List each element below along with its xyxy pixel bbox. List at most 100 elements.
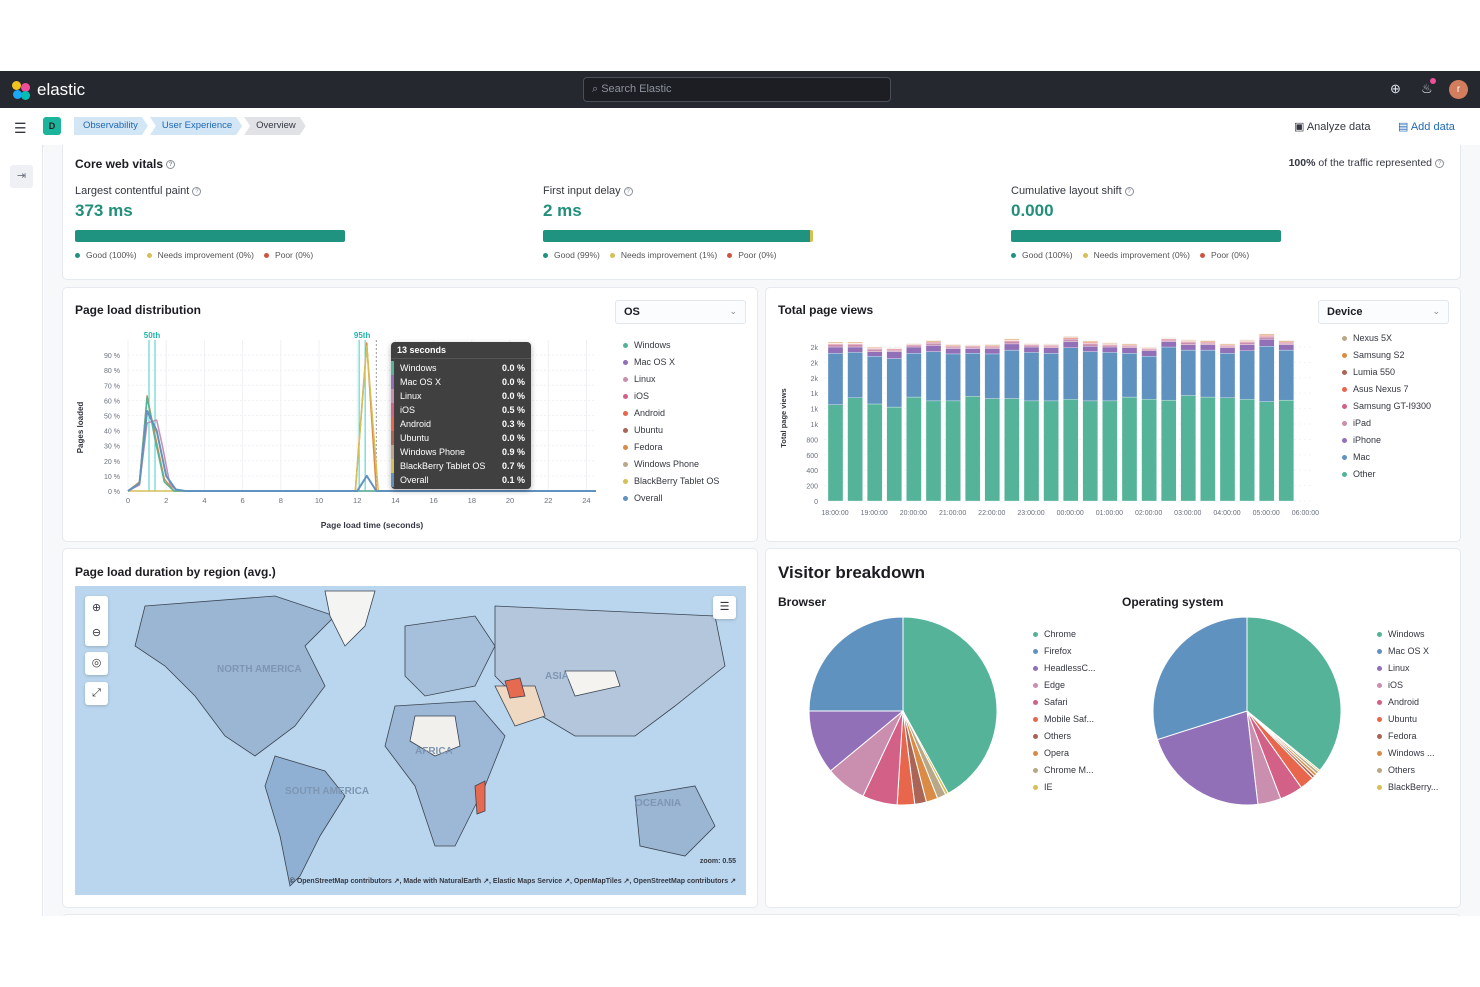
bar-segment-ipad [1102, 345, 1118, 348]
legend-item[interactable]: Windows [1377, 629, 1438, 646]
bar-segment-iphone [1023, 346, 1040, 353]
help-icon[interactable]: ? [166, 160, 176, 170]
add-data-label: Add data [1410, 121, 1455, 133]
bar-segment-ipad [867, 349, 883, 352]
add-data-button[interactable]: ▤ Add data [1398, 120, 1455, 133]
bar-segment-iphone [925, 345, 942, 352]
legend-item[interactable]: iOS [623, 391, 719, 408]
legend-item[interactable]: Windows Phone [623, 459, 719, 476]
help-icon[interactable]: ⊕ [1390, 81, 1401, 96]
bar-segment-mac [1259, 346, 1275, 402]
bar-segment-ipad [1278, 343, 1294, 345]
breadcrumb-observability[interactable]: Observability [74, 117, 148, 135]
legend-item[interactable]: Edge [1033, 680, 1096, 697]
bar-segment-mac [886, 358, 902, 408]
series-line-overall [127, 409, 596, 492]
legend-item[interactable]: Mobile Saf... [1033, 714, 1096, 731]
layer-control-icon[interactable]: ☰ [713, 596, 736, 619]
y-tick-label: 80 % [104, 368, 120, 375]
y-tick-label: 800 [806, 437, 818, 444]
legend-item[interactable]: Windows [623, 340, 719, 357]
legend-item[interactable]: Nexus 5X [1342, 333, 1431, 350]
breadcrumb-user-experience[interactable]: User Experience [150, 117, 242, 135]
y-tick-label: 60 % [104, 398, 120, 405]
zoom-in-icon[interactable]: ⊕ [91, 602, 102, 614]
space-avatar[interactable]: D [43, 117, 61, 135]
legend-item[interactable]: Ubuntu [623, 425, 719, 442]
bar-segment-ipad [1063, 339, 1079, 342]
bar-segment-other [1082, 400, 1098, 502]
x-tick-label: 18:00:00 [821, 510, 848, 517]
elastic-logo[interactable]: elastic [12, 80, 85, 100]
zoom-controls: ⊕ ⊖ [85, 596, 108, 646]
legend-item[interactable]: Asus Nexus 7 [1342, 384, 1431, 401]
device-breakdown-select[interactable]: Device ⌄ [1318, 300, 1449, 324]
legend-item[interactable]: Chrome [1033, 629, 1096, 646]
y-tick-label: 0 [814, 499, 818, 506]
analyze-data-button[interactable]: ▣ Analyze data [1294, 120, 1370, 133]
legend-item[interactable]: Linux [1377, 663, 1438, 680]
fullscreen-icon[interactable]: ⤢ [85, 682, 108, 705]
legend-item[interactable]: Windows ... [1377, 748, 1438, 765]
help-icon[interactable]: ? [192, 186, 202, 196]
legend-item[interactable]: BlackBerry Tablet OS [623, 476, 719, 493]
bar-segment-mac [847, 352, 863, 398]
user-avatar[interactable]: r [1449, 80, 1468, 99]
legend-item[interactable]: Fedora [623, 442, 719, 459]
legend-item[interactable]: Other [1342, 469, 1431, 486]
search-icon: ⌕ [592, 83, 602, 95]
bar-segment-mac [1063, 347, 1079, 400]
legend-item[interactable]: Linux [623, 374, 719, 391]
bar-segment-other [1239, 399, 1255, 502]
chart-tooltip: 13 seconds Windows 0.0 % Mac OS X 0.0 % Linu… [391, 342, 531, 489]
legend-item[interactable]: iPad [1342, 418, 1431, 435]
search-input[interactable]: ⌕ Search Elastic [583, 77, 891, 102]
legend-item[interactable]: Others [1377, 765, 1438, 782]
compass-icon[interactable]: ◎ [85, 652, 108, 675]
legend-item[interactable]: HeadlessC... [1033, 663, 1096, 680]
legend-item[interactable]: Fedora [1377, 731, 1438, 748]
bar-segment-mac [1219, 353, 1236, 398]
zoom-out-icon[interactable]: ⊖ [91, 627, 102, 639]
legend-item[interactable]: Mac OS X [623, 357, 719, 374]
map-oceania [634, 785, 716, 857]
legend-item[interactable]: Opera [1033, 748, 1096, 765]
legend-item[interactable]: BlackBerry... [1377, 782, 1438, 799]
expand-nav-icon[interactable]: ⇥ [10, 165, 33, 188]
vital-metric: Largest contentful paint? 373 ms Good (1… [75, 185, 365, 260]
legend-item[interactable]: IE [1033, 782, 1096, 799]
bar-segment-iphone [1161, 341, 1177, 348]
y-tick-label: 20 % [104, 459, 120, 466]
legend-item[interactable]: Android [623, 408, 719, 425]
legend-item[interactable]: Ubuntu [1377, 714, 1438, 731]
legend-item[interactable]: Mac OS X [1377, 646, 1438, 663]
legend-item[interactable]: iPhone [1342, 435, 1431, 452]
world-map[interactable]: NORTH AMERICA SOUTH AMERICA AFRICA ASIA … [75, 586, 746, 895]
help-icon[interactable]: ? [1435, 158, 1444, 168]
legend-item[interactable]: Others [1033, 731, 1096, 748]
y-tick-label: 2k [811, 376, 819, 383]
menu-icon[interactable]: ☰ [14, 120, 27, 136]
x-tick-label: 04:00:00 [1213, 510, 1240, 517]
region-label: AFRICA [415, 746, 453, 757]
x-tick-label: 19:00:00 [861, 510, 888, 517]
legend-item[interactable]: Lumia 550 [1342, 367, 1431, 384]
help-icon[interactable]: ? [623, 186, 633, 196]
legend-item[interactable]: Android [1377, 697, 1438, 714]
map-attribution[interactable]: © OpenStreetMap contributors ↗, Made wit… [289, 878, 736, 885]
os-breakdown-select[interactable]: OS ⌄ [615, 300, 746, 324]
legend-item[interactable]: Mac [1342, 452, 1431, 469]
bottom-whitespace [0, 916, 1480, 987]
bar-segment-iphone [984, 348, 1000, 355]
x-tick-label: 22 [544, 496, 552, 505]
legend-item[interactable]: Chrome M... [1033, 765, 1096, 782]
newsfeed-icon[interactable]: ♨ [1421, 78, 1436, 97]
legend-item[interactable]: Samsung GT-I9300 [1342, 401, 1431, 418]
search-placeholder: Search Elastic [601, 83, 672, 95]
legend-item[interactable]: Samsung S2 [1342, 350, 1431, 367]
legend-item[interactable]: Firefox [1033, 646, 1096, 663]
legend-item[interactable]: Overall [623, 493, 719, 510]
legend-item[interactable]: Safari [1033, 697, 1096, 714]
legend-item[interactable]: iOS [1377, 680, 1438, 697]
help-icon[interactable]: ? [1124, 186, 1134, 196]
